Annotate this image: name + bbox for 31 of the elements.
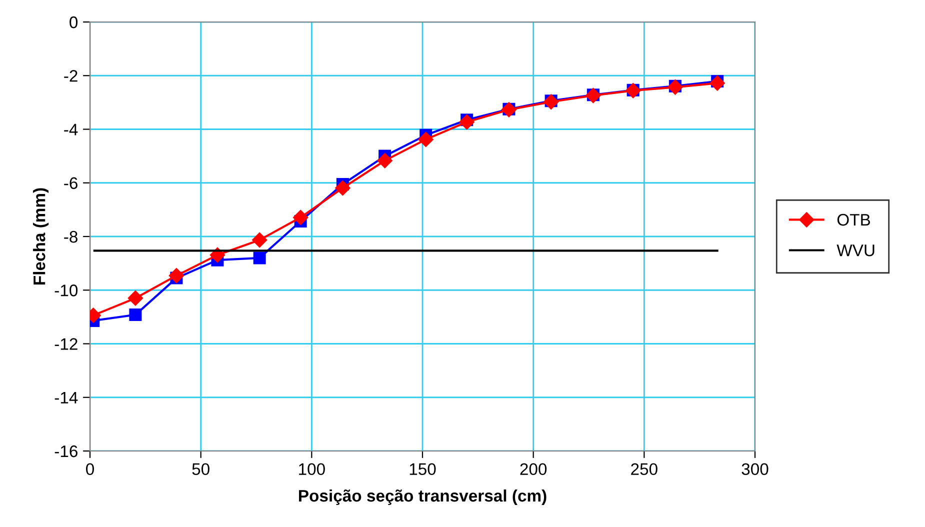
x-tick-label: 100 — [299, 463, 325, 476]
x-tick-label: 250 — [631, 463, 658, 476]
x-tick-label: 50 — [192, 463, 210, 476]
point — [335, 180, 350, 196]
y-tick-label: -8 — [64, 230, 78, 243]
y-tick-label: -2 — [64, 70, 78, 82]
y-tick-label: -16 — [54, 445, 78, 458]
legend-label: OTB — [837, 214, 870, 226]
point — [418, 132, 434, 148]
point — [168, 268, 184, 284]
y-tick-label: -14 — [54, 392, 78, 404]
point — [253, 252, 266, 264]
y-tick-label: -6 — [64, 177, 78, 190]
x-tick-label: 300 — [742, 463, 768, 476]
x-tick-label: 0 — [86, 463, 94, 476]
y-tick-label: -12 — [54, 338, 78, 350]
x-tick-label: 200 — [520, 463, 547, 476]
x-axis-title: Posição seção transversal (cm) — [299, 489, 546, 505]
point — [293, 210, 308, 226]
legend-label: WVU — [836, 244, 874, 256]
point — [377, 153, 392, 168]
y-axis-title: Flecha (mm) — [33, 188, 49, 284]
y-tick-label: -10 — [54, 284, 78, 296]
point — [459, 114, 474, 130]
y-tick-label: -4 — [64, 124, 78, 136]
point — [252, 232, 268, 248]
x-tick-label: 150 — [410, 463, 436, 476]
point — [710, 76, 725, 91]
point — [128, 290, 144, 306]
point — [129, 308, 142, 322]
y-tick-label: 0 — [70, 16, 78, 28]
